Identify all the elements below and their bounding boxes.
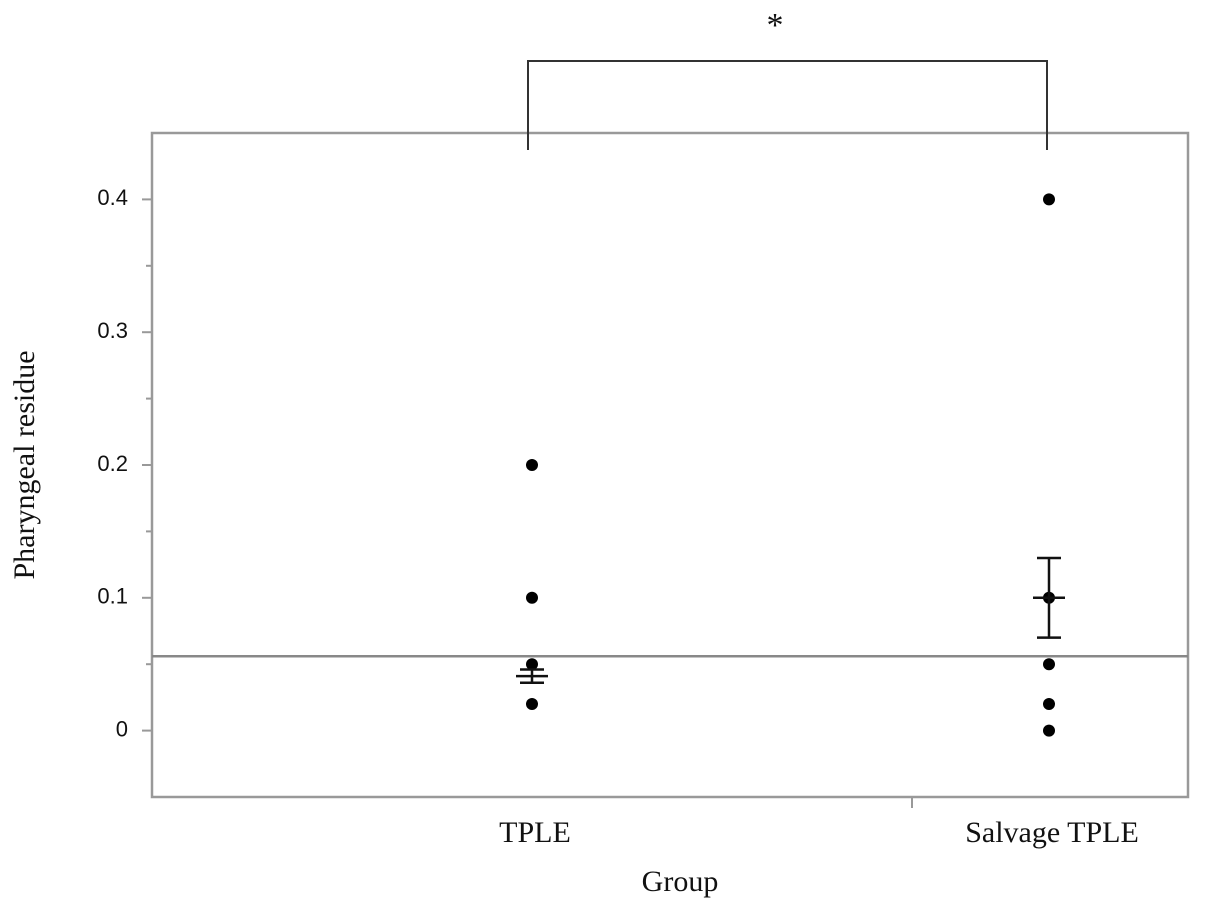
data-point [1043,698,1055,711]
significance-mark: * [767,7,784,44]
x-tick-label: TPLE [499,816,571,849]
y-tick-label: 0.3 [97,318,128,343]
data-point [526,591,538,604]
plot-frame [150,131,1190,799]
y-tick-label: 0.4 [97,185,128,210]
y-tick-label: 0 [116,716,128,741]
data-point [1043,658,1055,671]
x-tick-label: Salvage TPLE [965,816,1139,849]
data-point [526,698,538,711]
data-point [526,459,538,471]
data-point [1043,724,1055,737]
y-tick-label: 0.2 [97,451,128,476]
significance-bracket [527,60,1048,150]
x-axis-label: Group [642,865,719,898]
data-point [526,658,538,671]
y-axis-label: Pharyngeal residue [8,350,41,579]
y-tick-label: 0.1 [97,584,128,609]
data-point [1043,193,1055,206]
